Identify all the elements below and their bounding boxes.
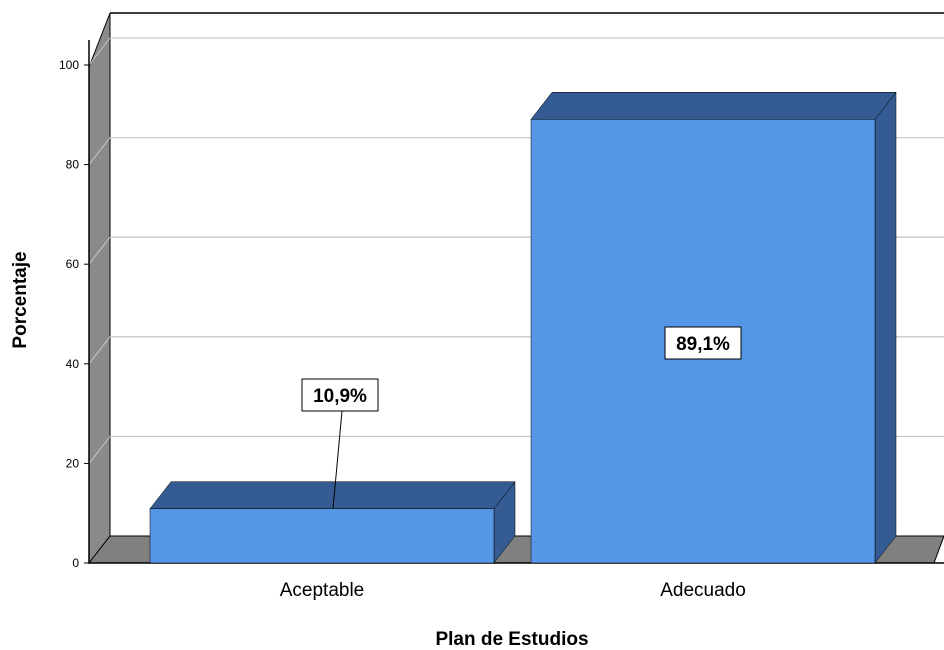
- x-tick-label: Aceptable: [280, 580, 365, 601]
- y-tick-label: 60: [66, 257, 80, 271]
- gridline-wall: [88, 336, 111, 365]
- bar-top: [530, 92, 897, 120]
- bars-group: [149, 91, 897, 564]
- gridline-wall: [88, 236, 111, 265]
- gridline-wall: [88, 37, 111, 66]
- bar-side: [874, 91, 897, 564]
- data-label: 89,1%: [676, 334, 730, 355]
- data-label-leader: [332, 410, 343, 509]
- y-tick-label: 20: [66, 456, 80, 470]
- y-axis-title: Porcentaje: [10, 251, 31, 348]
- y-tick-label: 80: [66, 158, 80, 172]
- bar-aceptable: [149, 480, 516, 564]
- bar-front: [149, 508, 495, 564]
- x-axis-title: Plan de Estudios: [435, 629, 588, 650]
- data-label-box: [664, 326, 742, 360]
- gridline-wall: [88, 436, 111, 464]
- gridline-wall: [88, 137, 111, 165]
- data-label: 10,9%: [313, 386, 367, 407]
- x-tick-label: Adecuado: [660, 580, 746, 601]
- labels-group: Aceptable Adecuado 10,9% 89,1%: [280, 326, 746, 601]
- bar-top: [149, 481, 516, 509]
- data-label-box: [301, 378, 379, 412]
- y-tick-label: 40: [66, 357, 80, 371]
- y-tick-label: 0: [72, 556, 79, 570]
- y-tick-label: 100: [59, 58, 79, 72]
- left-wall: [88, 12, 111, 565]
